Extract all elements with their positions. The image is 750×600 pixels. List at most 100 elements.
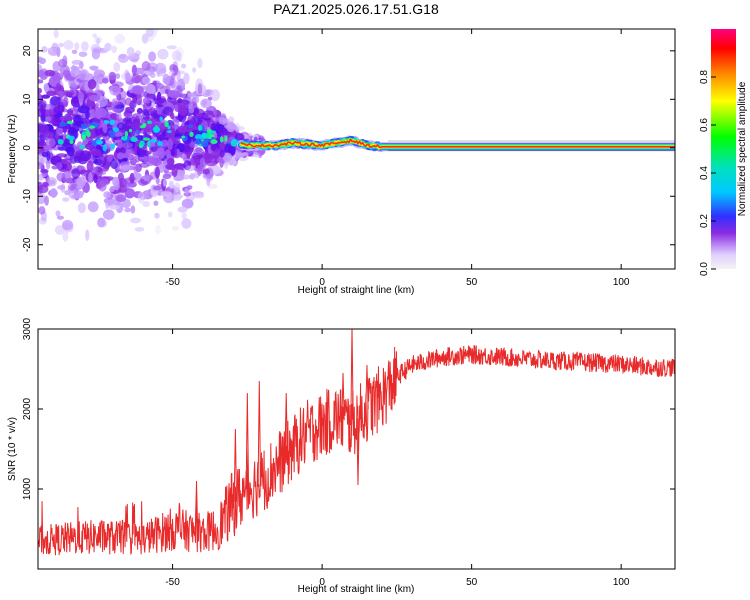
- spectrogram-blob: [93, 174, 98, 184]
- spectrogram-blob: [166, 45, 177, 50]
- spectrogram-blob: [97, 153, 106, 166]
- spectrogram-hotspot: [135, 130, 140, 135]
- spectrogram-hotspot: [81, 134, 87, 140]
- spectrogram-hotspot: [189, 131, 194, 137]
- spectrogram-blob: [38, 144, 45, 154]
- spectrogram-blob: [130, 205, 136, 214]
- snr-spike: [341, 372, 345, 421]
- spectrogram-blob: [95, 107, 108, 118]
- spectrogram-blob: [98, 180, 107, 192]
- spectrogram-blob: [177, 125, 188, 134]
- spectrogram-blob: [74, 115, 84, 120]
- spectrogram-blob: [167, 138, 173, 151]
- spectrogram-blob: [130, 120, 143, 130]
- spectrogram-hotspot: [167, 125, 171, 130]
- spectrogram-hotspot: [139, 125, 146, 129]
- spectral-band-layer: [240, 138, 675, 149]
- spectrogram-hotspot: [198, 125, 203, 131]
- spectrogram-blob: [62, 230, 69, 242]
- y-tick-label: 0: [22, 145, 33, 151]
- spectrogram-blob: [207, 183, 218, 190]
- spectrogram-blob: [91, 48, 101, 60]
- spectrogram-blob: [162, 73, 170, 85]
- spectrogram-hotspot: [57, 138, 64, 145]
- spectrogram-blob: [38, 57, 47, 65]
- spectrogram-blob: [88, 171, 93, 184]
- spectrogram-blob: [77, 202, 86, 214]
- snr-spike: [365, 364, 369, 410]
- spectrogram-blob: [104, 42, 112, 52]
- spectrogram-blob: [160, 191, 173, 197]
- spectrogram-hotspot: [157, 140, 163, 147]
- spectrogram-blob: [86, 160, 94, 173]
- snr-x-axis-title: Height of straight line (km): [298, 584, 415, 595]
- spectrogram-blob: [129, 102, 135, 109]
- spectrogram-blob: [135, 93, 143, 106]
- spectrogram-blob: [241, 152, 249, 157]
- spectrogram-hotspot: [142, 137, 151, 141]
- snr-spike: [350, 329, 354, 426]
- spectrogram-blob: [190, 155, 200, 166]
- spectrogram-blob: [56, 162, 63, 170]
- y-tick-label: 1000: [22, 477, 33, 500]
- spectrogram-blob: [115, 194, 127, 203]
- spectrogram-blob: [49, 179, 56, 185]
- spectrogram-blob: [41, 94, 51, 99]
- spectrogram-blob: [85, 229, 90, 241]
- spectrogram-blob: [210, 144, 217, 151]
- spectrogram-hotspot: [59, 122, 68, 127]
- y-tick-label: -20: [22, 237, 33, 252]
- x-tick-label: 50: [466, 577, 478, 588]
- spectrogram-blob: [85, 110, 90, 119]
- snr-frame: [37, 328, 676, 570]
- spectrogram-blob: [113, 61, 121, 72]
- spectrogram-blob: [61, 141, 74, 152]
- spectrogram-hotspot: [167, 130, 172, 134]
- spectrogram-blob: [45, 137, 56, 147]
- colorbar-gradient: [711, 29, 736, 269]
- spectrogram-blob: [59, 116, 66, 121]
- snr-spike: [356, 418, 360, 486]
- spectrogram-blob: [140, 117, 149, 125]
- colorbar: 0.0 0.2 0.4 0.6 0.8 Normalized spectral ampl…: [699, 29, 748, 276]
- spectrogram-blob: [63, 91, 74, 97]
- spectrogram-blob: [80, 41, 89, 52]
- spectrogram-blob: [38, 69, 45, 77]
- spectrogram-hotspot: [103, 120, 110, 124]
- spectrogram-blob: [127, 181, 137, 188]
- snr-spike: [257, 380, 262, 483]
- spectrogram-blob: [46, 150, 51, 162]
- spectrogram-hotspot: [147, 140, 151, 148]
- spectrogram-blob: [158, 134, 166, 140]
- colorbar-tick-label: 0.2: [699, 214, 710, 228]
- snr-spike: [245, 392, 250, 490]
- spectrogram-blob: [122, 123, 131, 135]
- spectrogram-blob: [171, 165, 178, 178]
- spectrogram-hotspot: [66, 120, 74, 125]
- spectrogram-blob: [153, 185, 162, 191]
- spectrogram-blob: [38, 193, 46, 205]
- spectrogram-hotspot: [210, 139, 218, 145]
- spectrogram-blob: [181, 63, 187, 69]
- spectrogram-blob: [78, 51, 88, 57]
- spectrogram-blob: [235, 126, 245, 131]
- spectrogram-blob: [50, 95, 60, 107]
- snr-spike: [284, 392, 288, 456]
- spectrogram-blob: [137, 191, 145, 204]
- spectrogram-hotspot: [201, 140, 209, 148]
- spectrogram-blob: [160, 139, 169, 147]
- spectrogram-blob: [166, 109, 174, 117]
- spectrogram-blob: [97, 217, 106, 228]
- spectrogram-hotspot: [149, 138, 158, 143]
- spectrogram-blob: [121, 142, 133, 149]
- spectrogram-blob: [61, 171, 72, 183]
- spectrogram-hotspot: [95, 140, 104, 145]
- spectrogram-blob: [131, 99, 138, 104]
- spectrogram-blob: [124, 207, 132, 213]
- spectrogram-blob: [167, 211, 173, 218]
- spectrogram-blob: [63, 96, 69, 107]
- spectrogram-blob: [67, 80, 79, 88]
- spectrogram-blob: [78, 61, 84, 70]
- spectrogram-blob: [142, 97, 151, 105]
